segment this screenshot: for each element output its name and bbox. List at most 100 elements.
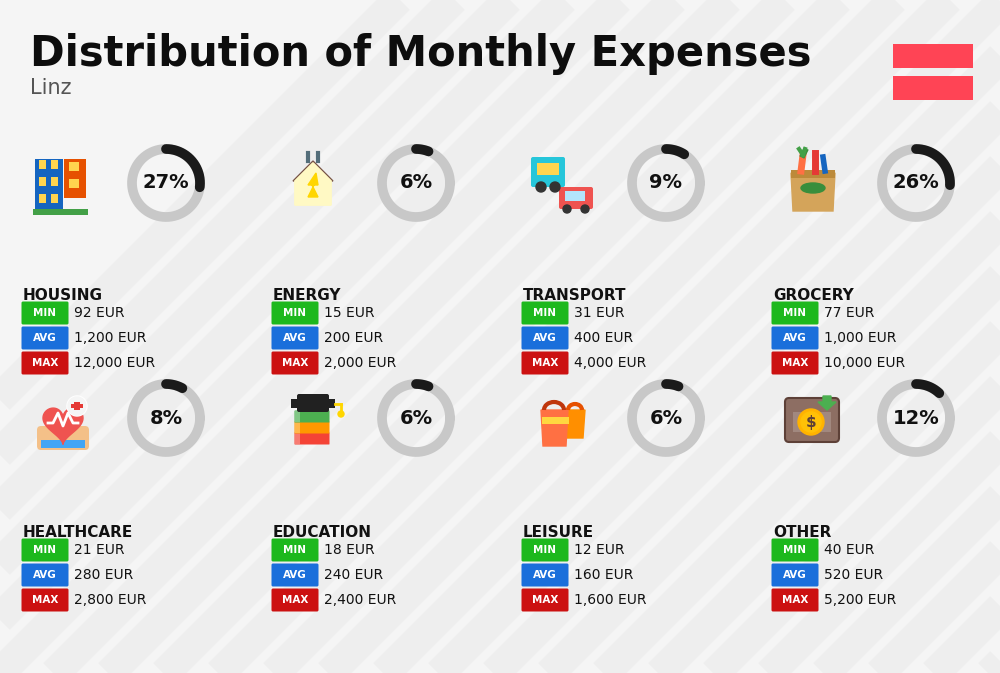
- FancyBboxPatch shape: [22, 563, 68, 586]
- Polygon shape: [293, 161, 333, 181]
- Text: 10,000 EUR: 10,000 EUR: [824, 356, 905, 370]
- Circle shape: [68, 397, 86, 415]
- Text: Linz: Linz: [30, 78, 72, 98]
- Text: MIN: MIN: [284, 308, 306, 318]
- Text: 92 EUR: 92 EUR: [74, 306, 124, 320]
- Polygon shape: [541, 410, 568, 446]
- Polygon shape: [818, 396, 836, 410]
- Text: 2,000 EUR: 2,000 EUR: [324, 356, 396, 370]
- FancyBboxPatch shape: [785, 398, 839, 442]
- Text: 12%: 12%: [893, 409, 939, 427]
- Text: TRANSPORT: TRANSPORT: [523, 288, 626, 303]
- Text: MIN: MIN: [784, 545, 806, 555]
- FancyBboxPatch shape: [272, 588, 318, 612]
- FancyBboxPatch shape: [522, 563, 568, 586]
- Text: MIN: MIN: [34, 545, 56, 555]
- FancyBboxPatch shape: [793, 412, 831, 432]
- FancyBboxPatch shape: [22, 302, 68, 324]
- Polygon shape: [308, 173, 318, 197]
- Text: 9%: 9%: [650, 174, 682, 192]
- Text: 160 EUR: 160 EUR: [574, 568, 633, 582]
- FancyBboxPatch shape: [272, 351, 318, 374]
- Text: AVG: AVG: [283, 333, 307, 343]
- FancyBboxPatch shape: [295, 411, 300, 422]
- FancyBboxPatch shape: [772, 351, 818, 374]
- FancyBboxPatch shape: [522, 538, 568, 561]
- FancyBboxPatch shape: [39, 194, 46, 203]
- Text: 21 EUR: 21 EUR: [74, 543, 124, 557]
- FancyBboxPatch shape: [297, 394, 329, 412]
- FancyBboxPatch shape: [565, 191, 585, 201]
- FancyBboxPatch shape: [772, 538, 818, 561]
- FancyBboxPatch shape: [272, 563, 318, 586]
- FancyBboxPatch shape: [295, 422, 300, 433]
- FancyBboxPatch shape: [559, 187, 593, 209]
- FancyBboxPatch shape: [291, 399, 335, 408]
- Text: 1,600 EUR: 1,600 EUR: [574, 593, 646, 607]
- Text: AVG: AVG: [33, 333, 57, 343]
- Text: MAX: MAX: [782, 595, 808, 605]
- Text: 8%: 8%: [149, 409, 183, 427]
- Text: AVG: AVG: [533, 570, 557, 580]
- FancyBboxPatch shape: [294, 421, 330, 433]
- Text: AVG: AVG: [533, 333, 557, 343]
- Text: 77 EUR: 77 EUR: [824, 306, 874, 320]
- Text: 6%: 6%: [399, 174, 433, 192]
- Text: ENERGY: ENERGY: [273, 288, 342, 303]
- Polygon shape: [295, 163, 331, 205]
- Text: Distribution of Monthly Expenses: Distribution of Monthly Expenses: [30, 33, 812, 75]
- Text: AVG: AVG: [283, 570, 307, 580]
- Text: MIN: MIN: [34, 308, 56, 318]
- FancyBboxPatch shape: [272, 302, 318, 324]
- Circle shape: [67, 396, 87, 416]
- Text: MIN: MIN: [784, 308, 806, 318]
- Text: AVG: AVG: [783, 333, 807, 343]
- Text: MIN: MIN: [284, 545, 306, 555]
- Polygon shape: [295, 163, 331, 205]
- Polygon shape: [43, 408, 83, 444]
- Text: OTHER: OTHER: [773, 525, 831, 540]
- Text: 18 EUR: 18 EUR: [324, 543, 375, 557]
- Text: 12 EUR: 12 EUR: [574, 543, 624, 557]
- Circle shape: [550, 182, 560, 192]
- Circle shape: [536, 182, 546, 192]
- Text: MAX: MAX: [32, 358, 58, 368]
- Text: 280 EUR: 280 EUR: [74, 568, 133, 582]
- FancyBboxPatch shape: [272, 538, 318, 561]
- FancyBboxPatch shape: [772, 302, 818, 324]
- Ellipse shape: [801, 183, 825, 193]
- FancyBboxPatch shape: [295, 433, 300, 444]
- FancyBboxPatch shape: [522, 302, 568, 324]
- FancyBboxPatch shape: [272, 326, 318, 349]
- FancyBboxPatch shape: [69, 162, 79, 171]
- Text: MAX: MAX: [532, 358, 558, 368]
- Text: MIN: MIN: [534, 308, 556, 318]
- FancyBboxPatch shape: [69, 179, 79, 188]
- Text: 520 EUR: 520 EUR: [824, 568, 883, 582]
- FancyBboxPatch shape: [893, 44, 973, 68]
- Text: EDUCATION: EDUCATION: [273, 525, 372, 540]
- Text: MAX: MAX: [32, 595, 58, 605]
- FancyBboxPatch shape: [772, 588, 818, 612]
- Polygon shape: [565, 410, 585, 438]
- Text: MAX: MAX: [532, 595, 558, 605]
- Text: 2,400 EUR: 2,400 EUR: [324, 593, 396, 607]
- FancyBboxPatch shape: [294, 411, 330, 423]
- Text: HEALTHCARE: HEALTHCARE: [23, 525, 133, 540]
- FancyBboxPatch shape: [522, 351, 568, 374]
- Text: 1,200 EUR: 1,200 EUR: [74, 331, 146, 345]
- FancyBboxPatch shape: [893, 76, 973, 100]
- Text: 31 EUR: 31 EUR: [574, 306, 624, 320]
- FancyBboxPatch shape: [51, 194, 58, 203]
- FancyBboxPatch shape: [39, 160, 46, 169]
- Text: 26%: 26%: [893, 174, 939, 192]
- FancyBboxPatch shape: [71, 404, 83, 408]
- Text: 4,000 EUR: 4,000 EUR: [574, 356, 646, 370]
- Text: 2,800 EUR: 2,800 EUR: [74, 593, 146, 607]
- Text: 12,000 EUR: 12,000 EUR: [74, 356, 155, 370]
- Text: 40 EUR: 40 EUR: [824, 543, 874, 557]
- Text: 5,200 EUR: 5,200 EUR: [824, 593, 896, 607]
- Text: 1,000 EUR: 1,000 EUR: [824, 331, 896, 345]
- Circle shape: [563, 205, 571, 213]
- Text: LEISURE: LEISURE: [523, 525, 594, 540]
